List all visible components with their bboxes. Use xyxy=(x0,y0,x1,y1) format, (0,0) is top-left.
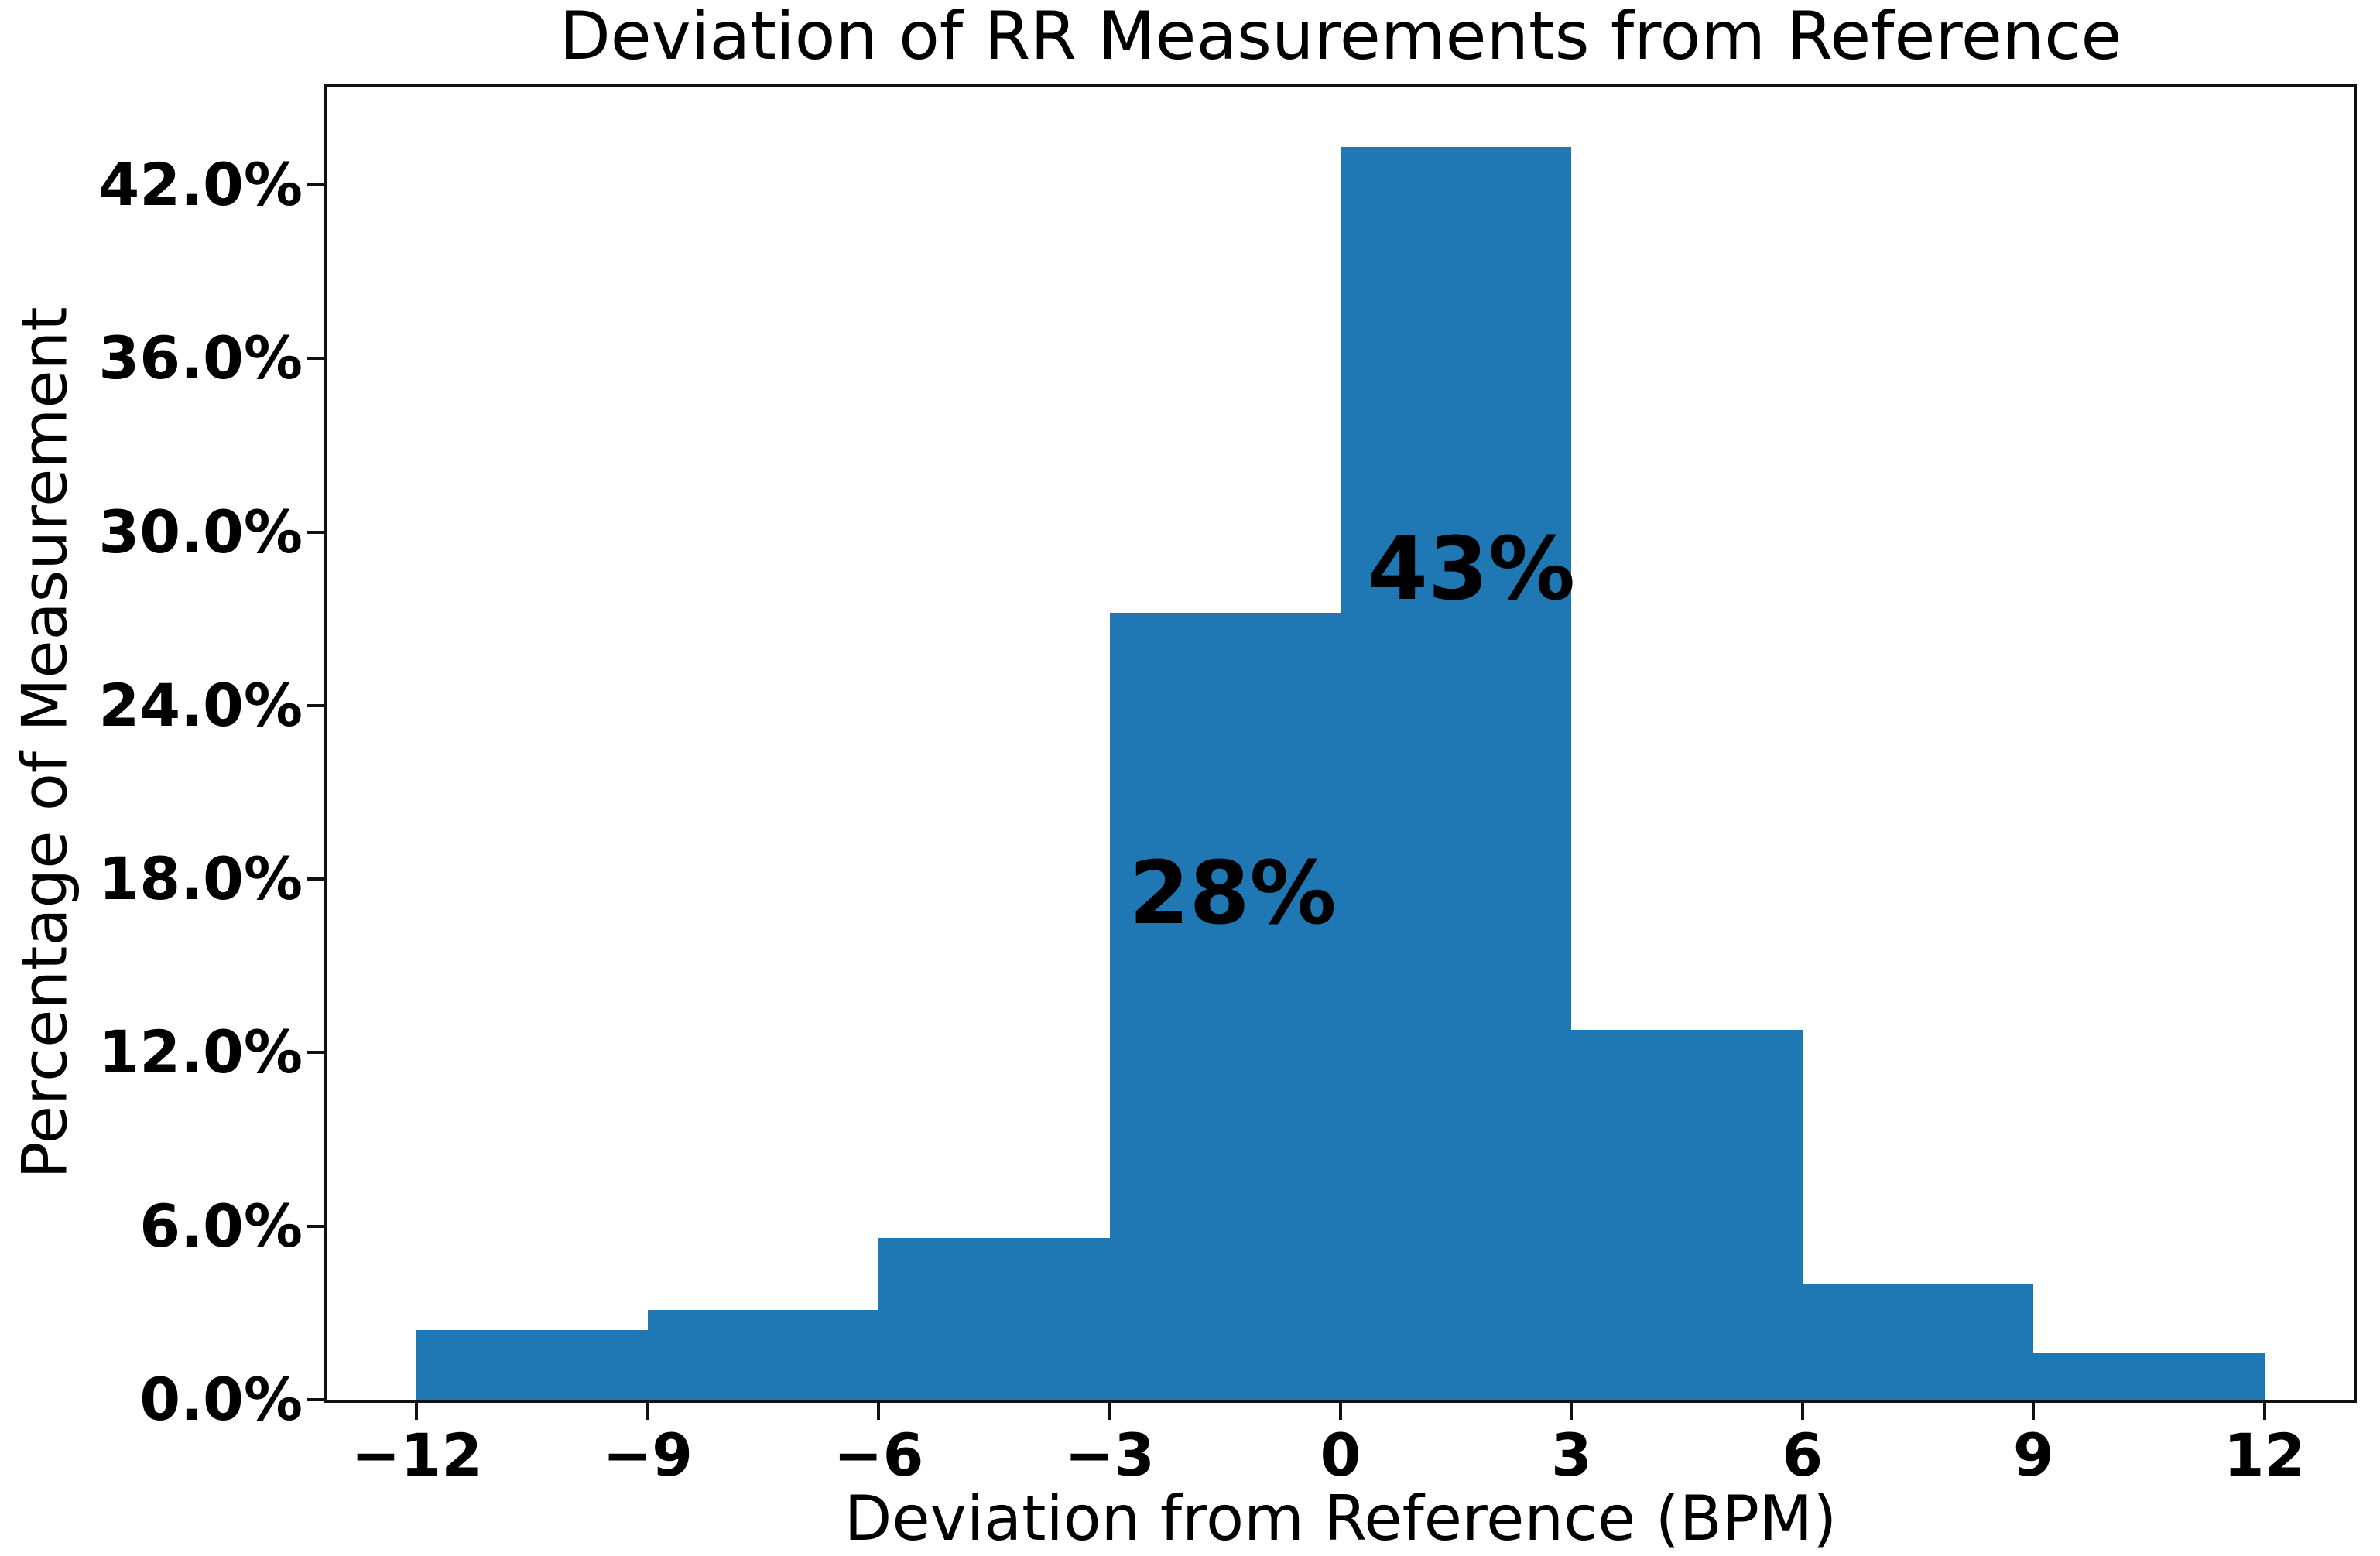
bar-value-label: 28% xyxy=(1128,843,1337,944)
y-tick xyxy=(307,183,324,187)
y-tick-label: 30.0% xyxy=(98,497,303,566)
histogram-bar xyxy=(648,1310,878,1400)
bar-value-label: 43% xyxy=(1368,519,1576,621)
x-tick xyxy=(2262,1403,2266,1420)
x-tick xyxy=(1800,1403,1804,1420)
x-tick-label: −9 xyxy=(602,1421,693,1489)
x-tick xyxy=(415,1403,419,1420)
x-tick-label: −3 xyxy=(1064,1421,1155,1489)
y-tick-label: 6.0% xyxy=(139,1191,303,1260)
x-tick-label: 6 xyxy=(1782,1421,1824,1489)
x-tick-label: 0 xyxy=(1320,1421,1361,1489)
x-tick xyxy=(646,1403,649,1420)
x-tick-label: 3 xyxy=(1550,1421,1592,1489)
y-tick-label: 42.0% xyxy=(98,150,303,220)
x-tick-label: −12 xyxy=(351,1421,483,1489)
y-tick xyxy=(307,1398,324,1401)
y-tick-label: 24.0% xyxy=(98,670,303,740)
x-tick xyxy=(1108,1403,1111,1420)
histogram-bar xyxy=(416,1330,648,1400)
chart-title: Deviation of RR Measurements from Refere… xyxy=(559,0,2122,75)
histogram-bar xyxy=(1803,1284,2033,1400)
y-tick xyxy=(307,1051,324,1055)
x-tick-label: −6 xyxy=(833,1421,924,1489)
x-tick-label: 9 xyxy=(2012,1421,2054,1489)
histogram-bar xyxy=(1341,147,1571,1400)
y-tick-label: 12.0% xyxy=(98,1017,303,1087)
histogram-bar xyxy=(2033,1353,2265,1400)
histogram-bar xyxy=(878,1238,1110,1400)
y-tick-label: 0.0% xyxy=(139,1365,303,1434)
histogram-bar xyxy=(1110,613,1341,1400)
x-tick xyxy=(877,1403,881,1420)
y-tick xyxy=(307,530,324,534)
x-tick xyxy=(1339,1403,1342,1420)
y-tick xyxy=(307,1224,324,1228)
y-tick xyxy=(307,703,324,707)
y-tick-label: 18.0% xyxy=(98,844,303,914)
y-tick xyxy=(307,357,324,361)
y-tick-label: 36.0% xyxy=(98,323,303,393)
x-axis-label: Deviation from Reference (BPM) xyxy=(844,1482,1837,1554)
x-tick xyxy=(2032,1403,2036,1420)
plot-area: −12 −9 −6 −3 0 3 6 9 12 0.0% 6.0% 12.0% 18.0% 24.0% 30… xyxy=(98,84,2357,1485)
histogram-bar xyxy=(1571,1030,1803,1400)
y-axis-label: Percentage of Measurement xyxy=(9,306,81,1179)
x-tick-label: 12 xyxy=(2223,1421,2306,1489)
y-tick xyxy=(307,877,324,881)
x-tick xyxy=(1570,1403,1574,1420)
